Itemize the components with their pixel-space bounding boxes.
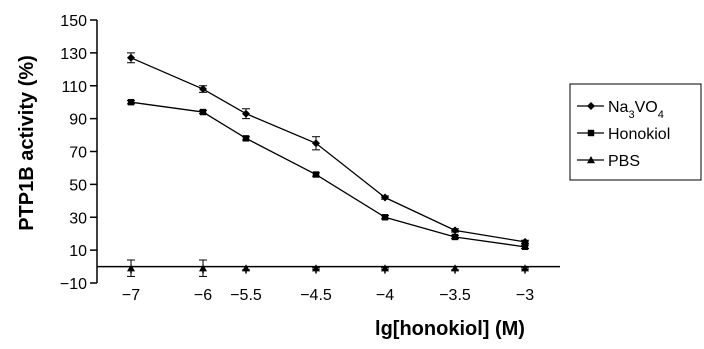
x-axis: −7 −6 −5.5 −4.5 −4 −3.5 −3 [97, 265, 560, 304]
triangle-marker [199, 264, 207, 272]
series-line [130, 101, 526, 248]
y-tick-label: −10 [60, 276, 87, 293]
series-line [130, 57, 526, 243]
diamond-marker [199, 85, 207, 94]
triangle-marker [242, 264, 250, 272]
x-axis-title: lg[honokiol] (M) [375, 318, 525, 340]
triangle-marker [127, 264, 135, 272]
y-tick-label: 70 [69, 145, 87, 162]
square-marker [242, 135, 250, 142]
square-marker [381, 214, 389, 221]
x-tick-label: −3 [516, 287, 534, 304]
legend-label: Na3VO4 [608, 99, 664, 121]
triangle-marker [381, 264, 389, 272]
series-na3vo4 [127, 52, 529, 246]
y-axis-title: PTP1B activity (%) [16, 55, 38, 231]
x-tick-label: −7 [122, 287, 140, 304]
series-honokiol [127, 98, 529, 251]
triangle-marker [521, 264, 529, 272]
y-axis: −10 10 30 50 70 90 110 130 150 [60, 13, 98, 293]
legend: Na3VO4 Honokiol PBS [569, 83, 702, 181]
y-tick-label: 110 [61, 79, 87, 96]
y-tick-label: 150 [60, 13, 87, 30]
x-tick-label: −5.5 [230, 287, 262, 304]
triangle-marker [312, 264, 320, 272]
diamond-marker [312, 139, 320, 148]
x-tick-label: −4 [376, 287, 394, 304]
y-tick-label: 130 [60, 46, 87, 63]
y-tick-label: 30 [69, 210, 87, 227]
legend-item: Honokiol [577, 126, 670, 143]
y-tick-label: 10 [69, 243, 87, 260]
x-tick-label: −4.5 [300, 287, 332, 304]
legend-label: PBS [608, 153, 640, 170]
y-tick-label: 50 [69, 177, 87, 194]
triangle-marker [451, 264, 459, 272]
diamond-marker [242, 109, 250, 118]
diamond-marker [381, 193, 389, 202]
square-marker [312, 171, 320, 178]
square-marker [521, 243, 529, 251]
series-pbs [127, 259, 529, 277]
legend-item: Na3VO4 [577, 99, 664, 121]
square-marker [451, 233, 459, 241]
triangle-marker [587, 156, 595, 164]
x-tick-label: −6 [194, 287, 212, 304]
diamond-marker [127, 53, 135, 62]
square-marker [127, 98, 135, 106]
y-tick-label: 90 [69, 112, 87, 129]
x-tick-label: −3.5 [439, 287, 471, 304]
diamond-marker [587, 102, 595, 110]
diamond-marker [451, 226, 459, 235]
square-marker [587, 129, 595, 137]
legend-label: Honokiol [608, 126, 670, 143]
series-layer [127, 52, 529, 277]
legend-item: PBS [577, 153, 640, 170]
square-marker [199, 108, 207, 116]
